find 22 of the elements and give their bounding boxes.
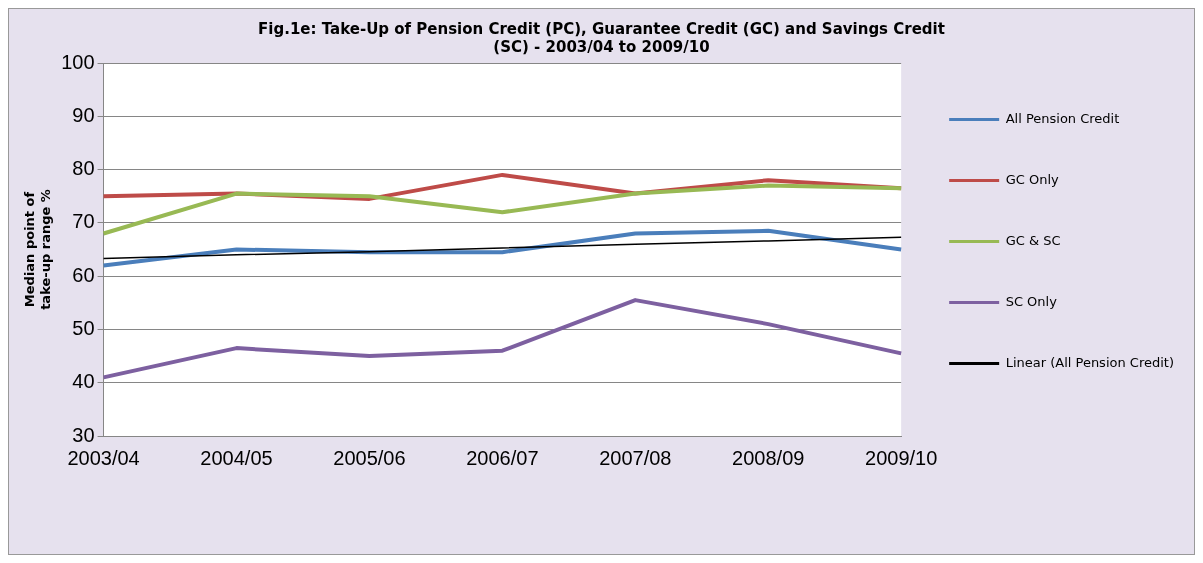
- y-tick-label: 80: [72, 157, 95, 180]
- x-tick-label: 2009/10: [865, 446, 938, 469]
- y-tick-label: 40: [72, 370, 95, 393]
- y-tick-label: 60: [72, 263, 95, 286]
- legend-label: GC & SC: [1005, 232, 1061, 248]
- legend-label: Linear (All Pension Credit): [1005, 354, 1175, 370]
- x-tick-label: 2007/08: [599, 446, 672, 469]
- y-tick-label: 50: [72, 316, 95, 339]
- legend-label: GC Only: [1005, 171, 1060, 187]
- chart-title: Fig.1e: Take-Up of Pension Credit (PC), Guarantee Credit (GC) and Savings Credit (SC) - 2003/04 to 2009/10: [258, 19, 945, 56]
- legend-label: SC Only: [1005, 293, 1058, 309]
- x-tick-label: 2008/09: [732, 446, 805, 469]
- y-tick-label: 30: [72, 423, 95, 446]
- x-tick-label: 2006/07: [466, 446, 539, 469]
- legend-label: All Pension Credit: [1005, 110, 1120, 126]
- y-tick-label: 70: [72, 210, 95, 233]
- x-tick-label: 2003/04: [67, 446, 140, 469]
- x-tick-label: 2004/05: [200, 446, 273, 469]
- x-tick-label: 2005/06: [333, 446, 406, 469]
- y-axis-title: Median point of take-up range %: [22, 189, 53, 310]
- y-tick-label: 100: [61, 50, 95, 73]
- y-tick-label: 90: [72, 103, 95, 126]
